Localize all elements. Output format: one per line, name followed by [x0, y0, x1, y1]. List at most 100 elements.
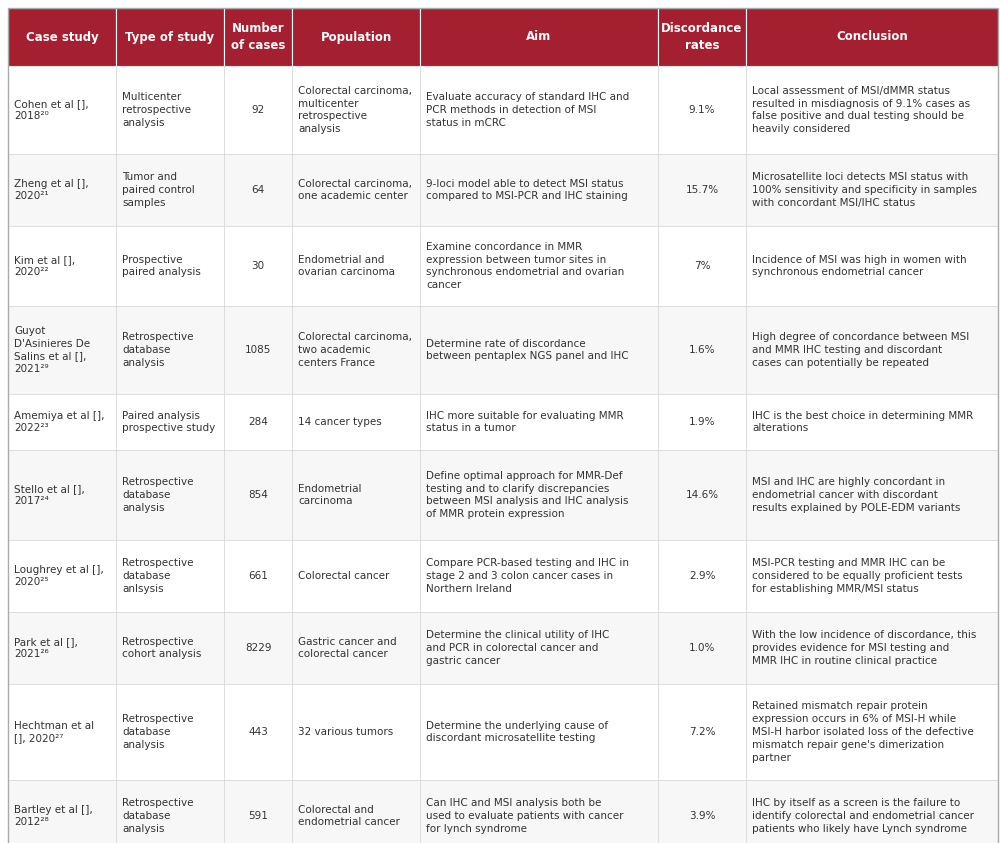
Text: 8229: 8229 — [245, 643, 271, 653]
Bar — [224, 612, 292, 684]
Bar — [420, 226, 658, 306]
Text: 92: 92 — [251, 105, 265, 115]
Text: With the low incidence of discordance, this
provides evidence for MSI testing an: With the low incidence of discordance, t… — [752, 631, 976, 666]
Bar — [420, 394, 658, 450]
Text: Number
of cases: Number of cases — [231, 22, 285, 51]
Text: Retrospective
database
analysis: Retrospective database analysis — [122, 798, 194, 834]
Text: Loughrey et al [],
2020²⁵: Loughrey et al [], 2020²⁵ — [14, 565, 104, 588]
Bar — [8, 8, 116, 66]
Bar — [658, 154, 746, 226]
Bar — [116, 8, 224, 66]
Text: Retrospective
database
anlsysis: Retrospective database anlsysis — [122, 558, 194, 593]
Bar — [746, 66, 998, 154]
Bar — [658, 394, 746, 450]
Text: Retrospective
database
analysis: Retrospective database analysis — [122, 477, 194, 513]
Bar — [224, 540, 292, 612]
Text: Cohen et al [],
2018²⁰: Cohen et al [], 2018²⁰ — [14, 99, 89, 121]
Text: Determine the underlying cause of
discordant microsatellite testing: Determine the underlying cause of discor… — [426, 721, 608, 744]
Text: Retained mismatch repair protein
expression occurs in 6% of MSI-H while
MSI-H ha: Retained mismatch repair protein express… — [752, 701, 974, 763]
Bar — [224, 306, 292, 394]
Bar — [420, 612, 658, 684]
Text: High degree of concordance between MSI
and MMR IHC testing and discordant
cases : High degree of concordance between MSI a… — [752, 332, 969, 368]
Bar — [658, 612, 746, 684]
Bar — [292, 66, 420, 154]
Bar — [658, 450, 746, 540]
Text: 1.0%: 1.0% — [689, 643, 715, 653]
Bar — [658, 306, 746, 394]
Text: IHC by itself as a screen is the failure to
identify colorectal and endometrial : IHC by itself as a screen is the failure… — [752, 798, 974, 834]
Text: Evaluate accuracy of standard IHC and
PCR methods in detection of MSI
status in : Evaluate accuracy of standard IHC and PC… — [426, 92, 629, 128]
Bar — [224, 450, 292, 540]
Text: Can IHC and MSI analysis both be
used to evaluate patients with cancer
for lynch: Can IHC and MSI analysis both be used to… — [426, 798, 624, 834]
Bar — [420, 66, 658, 154]
Bar — [746, 780, 998, 843]
Text: 2.9%: 2.9% — [689, 571, 715, 581]
Text: Colorectal carcinoma,
two academic
centers France: Colorectal carcinoma, two academic cente… — [298, 332, 412, 368]
Bar — [420, 684, 658, 780]
Bar — [8, 394, 116, 450]
Bar — [292, 540, 420, 612]
Bar — [8, 780, 116, 843]
Bar — [658, 66, 746, 154]
Text: Endometrial and
ovarian carcinoma: Endometrial and ovarian carcinoma — [298, 255, 395, 277]
Bar — [292, 780, 420, 843]
Text: 284: 284 — [248, 417, 268, 427]
Bar — [224, 226, 292, 306]
Bar — [292, 612, 420, 684]
Bar — [420, 540, 658, 612]
Text: Bartley et al [],
2012²⁸: Bartley et al [], 2012²⁸ — [14, 804, 93, 827]
Text: Aim: Aim — [526, 30, 552, 44]
Text: Stello et al [],
2017²⁴: Stello et al [], 2017²⁴ — [14, 484, 85, 507]
Bar — [116, 66, 224, 154]
Text: Retrospective
database
analysis: Retrospective database analysis — [122, 332, 194, 368]
Bar — [224, 394, 292, 450]
Bar — [116, 684, 224, 780]
Bar — [292, 684, 420, 780]
Text: 32 various tumors: 32 various tumors — [298, 727, 393, 737]
Text: Discordance
rates: Discordance rates — [661, 22, 743, 51]
Bar — [116, 612, 224, 684]
Bar — [746, 226, 998, 306]
Bar — [746, 612, 998, 684]
Bar — [658, 780, 746, 843]
Bar — [8, 226, 116, 306]
Text: Incidence of MSI was high in women with
synchronous endometrial cancer: Incidence of MSI was high in women with … — [752, 255, 967, 277]
Text: Retrospective
database
analysis: Retrospective database analysis — [122, 714, 194, 749]
Text: Guyot
D'Asinieres De
Salins et al [],
2021²⁹: Guyot D'Asinieres De Salins et al [], 20… — [14, 325, 90, 374]
Text: Hechtman et al
[], 2020²⁷: Hechtman et al [], 2020²⁷ — [14, 721, 94, 744]
Bar — [224, 8, 292, 66]
Text: Prospective
paired analysis: Prospective paired analysis — [122, 255, 201, 277]
Bar — [224, 684, 292, 780]
Bar — [420, 154, 658, 226]
Text: Microsatellite loci detects MSI status with
100% sensitivity and specificity in : Microsatellite loci detects MSI status w… — [752, 172, 977, 208]
Text: 14 cancer types: 14 cancer types — [298, 417, 382, 427]
Bar — [224, 66, 292, 154]
Bar — [746, 540, 998, 612]
Text: Examine concordance in MMR
expression between tumor sites in
synchronous endomet: Examine concordance in MMR expression be… — [426, 242, 624, 290]
Bar — [8, 684, 116, 780]
Bar — [8, 450, 116, 540]
Bar — [116, 450, 224, 540]
Text: Kim et al [],
2020²²: Kim et al [], 2020²² — [14, 255, 75, 277]
Bar — [746, 450, 998, 540]
Bar — [658, 226, 746, 306]
Text: 15.7%: 15.7% — [685, 185, 719, 195]
Text: Zheng et al [],
2020²¹: Zheng et al [], 2020²¹ — [14, 179, 89, 201]
Bar — [420, 450, 658, 540]
Bar — [292, 154, 420, 226]
Text: Colorectal carcinoma,
one academic center: Colorectal carcinoma, one academic cente… — [298, 179, 412, 201]
Text: MSI and IHC are highly concordant in
endometrial cancer with discordant
results : MSI and IHC are highly concordant in end… — [752, 477, 960, 513]
Text: 661: 661 — [248, 571, 268, 581]
Text: 14.6%: 14.6% — [685, 490, 719, 500]
Bar — [8, 306, 116, 394]
Text: 9-loci model able to detect MSI status
compared to MSI-PCR and IHC staining: 9-loci model able to detect MSI status c… — [426, 179, 628, 201]
Bar — [116, 306, 224, 394]
Bar — [8, 612, 116, 684]
Bar — [420, 780, 658, 843]
Text: 854: 854 — [248, 490, 268, 500]
Text: Determine rate of discordance
between pentaplex NGS panel and IHC: Determine rate of discordance between pe… — [426, 339, 629, 362]
Bar — [224, 780, 292, 843]
Text: Paired analysis
prospective study: Paired analysis prospective study — [122, 411, 215, 433]
Text: 7%: 7% — [694, 261, 710, 271]
Text: 1.6%: 1.6% — [689, 345, 715, 355]
